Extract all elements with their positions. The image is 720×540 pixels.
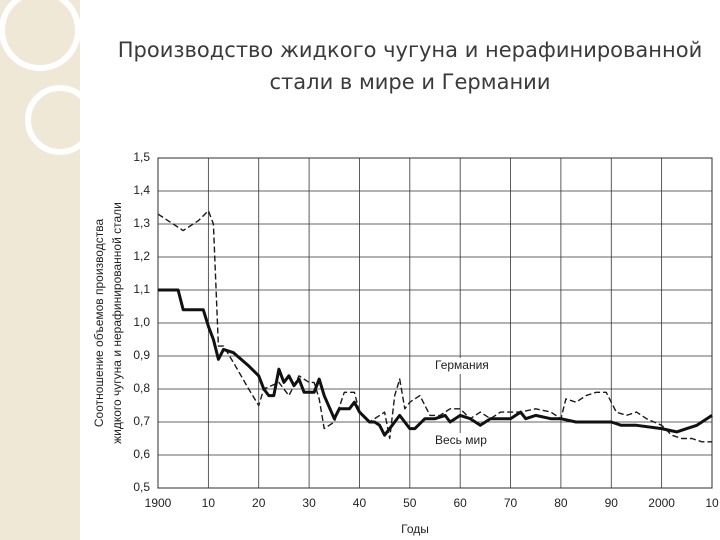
y-tick-label: 1,5 — [133, 150, 150, 164]
x-tick-label: 50 — [403, 496, 417, 510]
y-tick-label: 0,7 — [133, 414, 150, 428]
series-line — [157, 210, 712, 443]
series-label-bg — [433, 358, 491, 374]
y-tick-label: 0,8 — [133, 381, 150, 395]
chart-title: Производство жидкого чугуна и нерафиниро… — [117, 38, 703, 94]
y-tick-label: 1,4 — [133, 183, 150, 197]
series-label: Весь мир — [435, 433, 487, 447]
side-strip — [0, 0, 80, 540]
series-label-bg — [433, 433, 491, 449]
x-tick-label: 1900 — [145, 496, 172, 510]
y-axis-label: Соотношение объемов производства — [92, 219, 106, 428]
y-tick-label: 1,0 — [133, 315, 150, 329]
decor-circle — [25, 85, 95, 155]
x-tick-label: 70 — [504, 496, 518, 510]
y-tick-label: 0,5 — [133, 480, 150, 494]
x-tick-label: 10 — [705, 496, 719, 510]
x-tick-label: 90 — [605, 496, 619, 510]
series-line — [158, 288, 713, 437]
x-tick-label: 60 — [454, 496, 468, 510]
y-axis-label: жидкого чугуна и нерафинированной стали — [110, 202, 124, 444]
x-tick-label: 40 — [353, 496, 367, 510]
decor-circle — [0, 0, 81, 71]
x-tick-label: 10 — [202, 496, 216, 510]
y-tick-label: 1,3 — [133, 216, 150, 230]
series-label: Германия — [435, 358, 489, 372]
x-tick-label: 30 — [302, 496, 316, 510]
y-tick-label: 1,2 — [133, 249, 150, 263]
x-tick-label: 2000 — [648, 496, 675, 510]
y-tick-label: 1,1 — [133, 282, 150, 296]
x-tick-label: 20 — [252, 496, 266, 510]
x-tick-label: 80 — [554, 496, 568, 510]
y-tick-label: 0,9 — [133, 348, 150, 362]
y-tick-label: 0,6 — [133, 447, 150, 461]
x-axis-label: Годы — [401, 522, 429, 536]
